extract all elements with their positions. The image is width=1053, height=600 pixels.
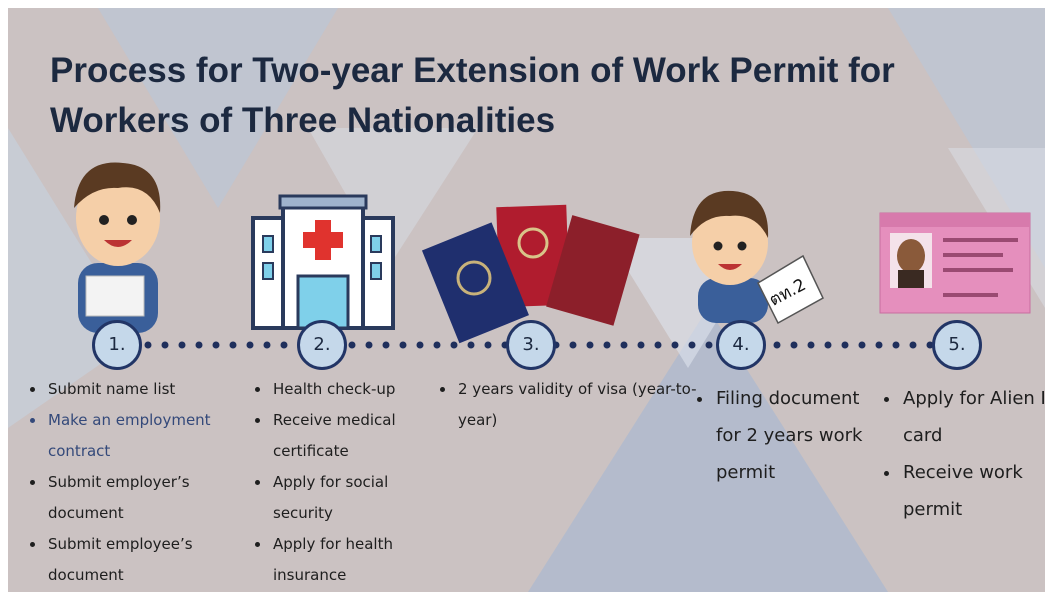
person-document-icon: ตท.2 xyxy=(690,190,824,325)
infographic: ตท.2 Process for Two-year Extension of W… xyxy=(8,8,1045,592)
bullet-item: Receive medical certificate xyxy=(271,405,441,467)
bullet-item: Receive work permit xyxy=(901,454,1045,528)
bullet-list: 2 years validity of visa (year-to-year) xyxy=(440,374,706,436)
step-number: 3. xyxy=(506,320,556,370)
step-number: 2. xyxy=(297,320,347,370)
step-number: 1. xyxy=(92,320,142,370)
bullet-list: Filing document for 2 years work permit xyxy=(698,380,884,491)
step-number: 5. xyxy=(932,320,982,370)
bullet-item: Apply for health insurance xyxy=(271,529,441,591)
person-icon xyxy=(74,162,161,333)
bullet-item: Submit employee’s document xyxy=(46,529,261,591)
bullet-list: Apply for Alien ID cardReceive work perm… xyxy=(885,380,1045,528)
bullet-item: Apply for Alien ID card xyxy=(901,380,1045,454)
bullet-item: 2 years validity of visa (year-to-year) xyxy=(456,374,706,436)
bullet-item: Health check-up xyxy=(271,374,441,405)
title: Process for Two-year Extension of Work P… xyxy=(50,51,895,140)
bullet-list: Health check-upReceive medical certifica… xyxy=(255,374,441,591)
hospital-icon xyxy=(251,194,395,330)
passports-icon xyxy=(421,204,640,344)
bullet-list: Submit name listMake an employment contr… xyxy=(30,374,261,591)
step-number: 4. xyxy=(716,320,766,370)
bullet-item: Submit name list xyxy=(46,374,261,405)
bullet-item: Make an employment contract xyxy=(46,405,261,467)
bullet-item: Filing document for 2 years work permit xyxy=(714,380,884,491)
id-card-icon xyxy=(879,212,1031,314)
bullet-item: Apply for social security xyxy=(271,467,441,529)
bullet-item: Submit employer’s document xyxy=(46,467,261,529)
